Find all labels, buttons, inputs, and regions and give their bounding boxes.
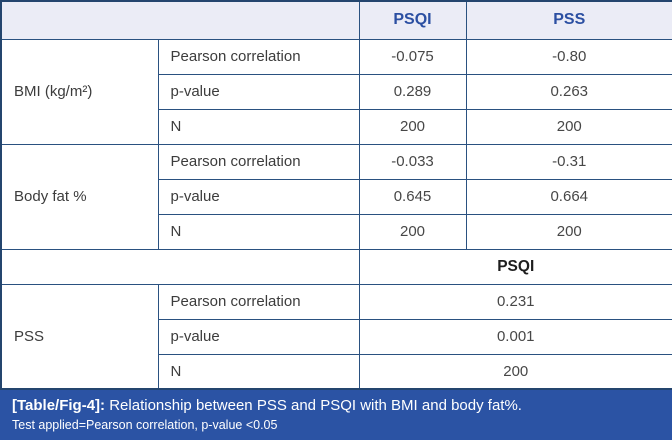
stat-label: Pearson correlation — [157, 143, 360, 180]
table-row: N 200 200 — [1, 213, 672, 250]
stat-label: Pearson correlation — [157, 38, 360, 75]
stat-label: N — [157, 353, 360, 390]
value-psqi: 0.001 — [358, 318, 672, 355]
caption-tag: [Table/Fig-4]: — [12, 397, 106, 414]
table-row: PSS Pearson correlation 0.231 — [0, 283, 672, 390]
caption-bar: [Table/Fig-4]: Relationship between PSS … — [0, 390, 672, 440]
table-row: N 200 — [1, 353, 672, 390]
value-psqi: -0.033 — [358, 143, 467, 180]
row-label-bmi: BMI (kg/m²) — [0, 38, 159, 145]
value-pss: -0.80 — [465, 38, 672, 75]
correlation-table: PSQI PSS BMI (kg/m²) Pearson correlation… — [0, 0, 672, 390]
value-pss: -0.31 — [465, 143, 672, 180]
stat-label: p-value — [157, 178, 360, 215]
value-pss: 0.263 — [465, 73, 672, 110]
stat-label: N — [157, 213, 360, 250]
table-row: Body fat % Pearson correlation -0.033 -0… — [0, 143, 672, 250]
stat-label: Pearson correlation — [157, 283, 360, 320]
value-psqi: 200 — [358, 108, 467, 145]
caption-title-line: [Table/Fig-4]: Relationship between PSS … — [12, 396, 660, 415]
stat-label: p-value — [157, 318, 360, 355]
subheader-row: PSQI — [0, 248, 672, 285]
value-pss: 200 — [465, 213, 672, 250]
row-label-bodyfat: Body fat % — [0, 143, 159, 250]
table-header-row: PSQI PSS — [0, 0, 672, 40]
header-cell-psqi: PSQI — [358, 0, 467, 40]
value-psqi: 0.289 — [358, 73, 467, 110]
value-psqi: 200 — [358, 353, 672, 390]
stat-label: N — [157, 108, 360, 145]
table-row: BMI (kg/m²) Pearson correlation -0.075 -… — [0, 38, 672, 145]
header-cell-pss: PSS — [465, 0, 672, 40]
value-psqi: -0.075 — [358, 38, 467, 75]
subheader-cell-psqi: PSQI — [358, 248, 672, 285]
row-label-pss: PSS — [0, 283, 159, 390]
value-psqi: 200 — [358, 213, 467, 250]
caption-title: Relationship between PSS and PSQI with B… — [109, 397, 522, 414]
header-empty-cell — [0, 0, 360, 40]
value-psqi: 0.231 — [358, 283, 672, 320]
value-pss: 0.664 — [465, 178, 672, 215]
stat-label: p-value — [157, 73, 360, 110]
subheader-empty-cell — [0, 248, 360, 285]
value-pss: 200 — [465, 108, 672, 145]
value-psqi: 0.645 — [358, 178, 467, 215]
caption-note: Test applied=Pearson correlation, p-valu… — [12, 418, 278, 432]
